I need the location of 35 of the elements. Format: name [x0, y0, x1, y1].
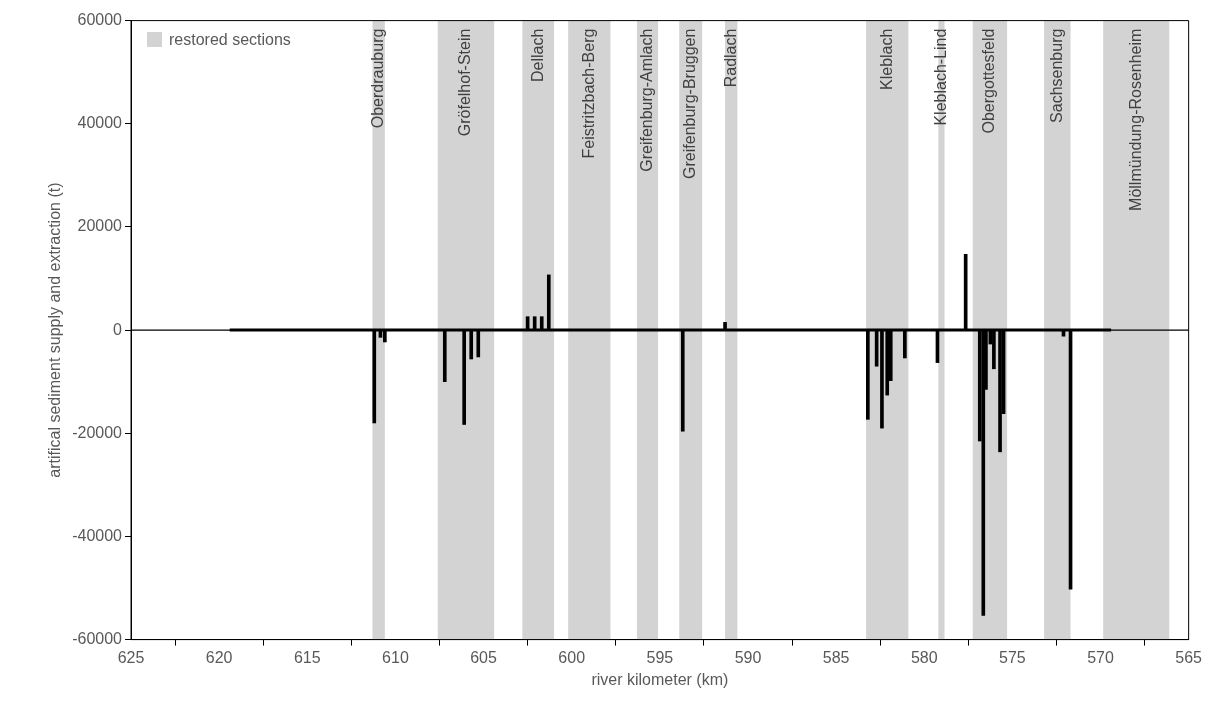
band-label: Radlach — [721, 28, 739, 88]
band-label: Oberdrauburg — [369, 28, 387, 129]
x-tick-label: 600 — [558, 648, 586, 666]
band-label: Gröfelhof-Stein — [456, 28, 474, 137]
x-tick-label: 625 — [117, 648, 145, 666]
x-tick-label: 565 — [1175, 648, 1203, 666]
y-tick-label: 40000 — [77, 114, 123, 132]
y-tick-label: 0 — [113, 320, 123, 338]
x-tick-label: 590 — [734, 648, 762, 666]
annotation: restored sections — [169, 30, 291, 49]
x-tick-label: 605 — [470, 648, 498, 666]
band-label: Obergottesfeld — [980, 28, 998, 134]
x-tick-label: 580 — [910, 648, 938, 666]
y-tick-label: -20000 — [72, 423, 123, 441]
x-tick-label: 620 — [205, 648, 233, 666]
x-tick-label: 610 — [382, 648, 409, 666]
band-label: Dellach — [528, 28, 546, 82]
band-label: Feistritzbach-Berg — [579, 28, 597, 159]
band-label: Greifenburg-Bruggen — [681, 28, 699, 179]
x-tick-label: 615 — [293, 648, 321, 666]
x-tick-label: 595 — [646, 648, 674, 666]
band-label: Kleblach-Lind — [931, 28, 949, 126]
x-tick-label: 575 — [999, 648, 1026, 666]
x-tick-label: 585 — [822, 648, 850, 666]
y-tick-label: 60000 — [77, 11, 123, 29]
y-tick-label: -60000 — [72, 630, 123, 648]
x-tick-label: 570 — [1087, 648, 1114, 666]
x-axis-title: river kilometer (km) — [591, 670, 729, 688]
band-label: Sachsenburg — [1047, 28, 1065, 123]
y-axis-title: artifical sediment supply and extraction (t) — [46, 182, 64, 478]
band-label: Kleblach — [877, 28, 895, 90]
y-tick-label: -40000 — [72, 526, 123, 544]
y-tick-label: 20000 — [77, 217, 123, 235]
band-label: Möllmündung-Rosenheim — [1126, 28, 1144, 211]
band-label: Greifenburg-Amlach — [637, 28, 655, 172]
